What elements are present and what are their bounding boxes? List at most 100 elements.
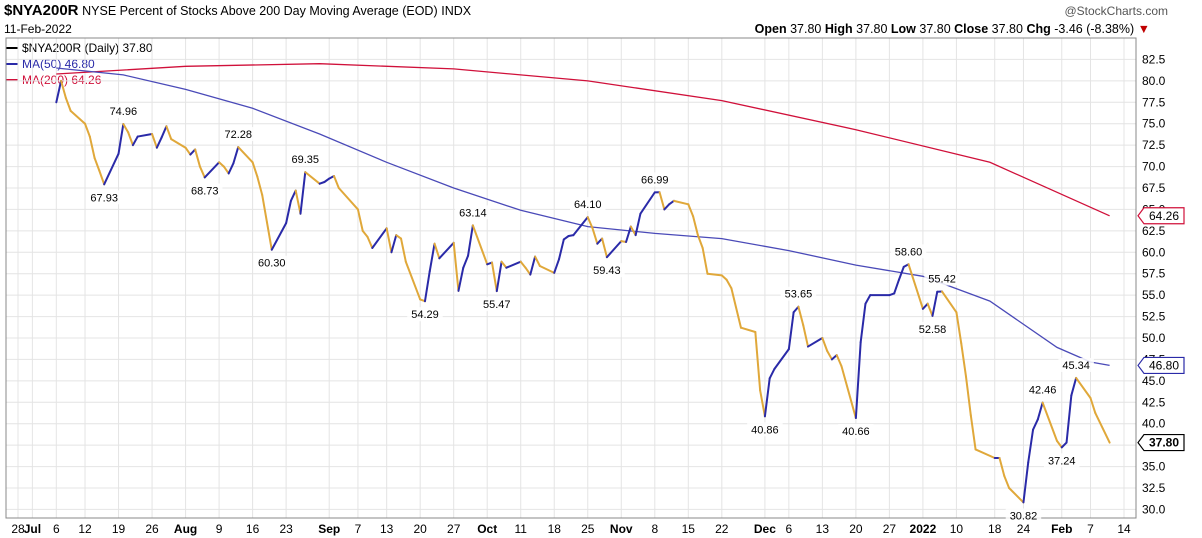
- price-segment: [572, 216, 589, 237]
- legend-swatch: [6, 63, 18, 65]
- price-segment: [491, 261, 498, 293]
- price-segment: [136, 133, 154, 138]
- credit-label: @StockCharts.com: [1064, 4, 1168, 18]
- price-segment: [921, 302, 929, 310]
- x-tick-label: 25: [581, 522, 595, 536]
- price-segment: [428, 242, 436, 273]
- x-tick-label: 11: [514, 522, 527, 536]
- legend-swatch: [6, 79, 18, 81]
- price-segment: [103, 152, 120, 186]
- y-tick-label: 52.5: [1142, 310, 1166, 324]
- price-segment: [897, 265, 905, 281]
- chart-header: $NYA200R NYSE Percent of Stocks Above 20…: [4, 2, 471, 19]
- price-segment: [941, 290, 958, 314]
- data-label-bg: [1005, 508, 1042, 523]
- price-segment: [1065, 394, 1073, 444]
- price-tag: [1137, 207, 1185, 225]
- price-segment: [390, 234, 398, 254]
- price-segment: [763, 377, 771, 418]
- x-tick-label: Feb: [1051, 522, 1072, 536]
- low-label: Low: [890, 22, 916, 36]
- exchange-label: INDX: [441, 4, 472, 18]
- price-segment: [1022, 461, 1030, 504]
- price-segment: [467, 224, 474, 257]
- x-tick-label: Nov: [610, 522, 633, 536]
- chg-label: Chg: [1026, 22, 1051, 36]
- price-segment: [1036, 401, 1044, 421]
- price-segment: [591, 227, 599, 245]
- price-segment: [1070, 376, 1078, 397]
- data-label: 69.35: [292, 154, 320, 166]
- price-segment: [830, 354, 838, 361]
- down-arrow-icon: ▼: [1137, 22, 1150, 36]
- y-tick-label: 55.0: [1142, 288, 1166, 302]
- x-tick-label: 6: [53, 522, 60, 536]
- price-segment: [270, 222, 288, 251]
- x-tick-label: Sep: [318, 522, 340, 536]
- price-segment: [840, 365, 857, 420]
- price-segment: [232, 146, 240, 165]
- data-label-bg: [924, 271, 960, 286]
- price-segment: [165, 125, 173, 141]
- high-value: 37.80: [856, 22, 888, 36]
- data-label-bg: [1044, 453, 1080, 468]
- price-segment: [122, 123, 130, 134]
- price-segment: [69, 109, 87, 125]
- data-label-bg: [838, 424, 874, 439]
- price-segment: [998, 457, 1006, 477]
- chg-value: -3.46 (-8.38%): [1054, 22, 1135, 36]
- data-label: 52.58: [919, 324, 947, 336]
- price-segment: [505, 260, 522, 269]
- y-tick-label: 40.0: [1142, 417, 1166, 431]
- price-segment: [98, 169, 106, 186]
- x-tick-label: 14: [1117, 522, 1131, 536]
- price-segment: [974, 448, 996, 459]
- x-tick-label: Dec: [754, 522, 776, 536]
- price-segment: [237, 146, 254, 164]
- price-segment: [457, 266, 465, 292]
- price-segment: [1094, 411, 1111, 444]
- price-segment: [1075, 376, 1092, 399]
- price-segment: [797, 305, 805, 327]
- price-segment: [1041, 401, 1058, 442]
- price-segment: [155, 136, 163, 149]
- description-label: NYSE Percent of Stocks Above 200 Day Mov…: [82, 4, 438, 18]
- data-label: 40.66: [842, 426, 870, 438]
- price-segment: [356, 208, 364, 232]
- x-tick-label: 19: [112, 522, 126, 536]
- price-segment: [256, 175, 264, 196]
- symbol-label: $NYA200R: [4, 2, 79, 19]
- data-label: 45.34: [1062, 360, 1090, 372]
- price-segment: [333, 175, 340, 189]
- data-label: 72.28: [224, 129, 252, 141]
- price-segment: [558, 238, 565, 261]
- price-segment: [361, 229, 369, 238]
- series-line-ma200: [56, 63, 1110, 217]
- data-label-bg: [890, 244, 927, 259]
- price-segment: [60, 79, 67, 99]
- price-segment: [725, 278, 733, 290]
- data-label: 55.47: [483, 299, 511, 311]
- price-segment: [534, 255, 541, 267]
- date-label: 11-Feb-2022: [4, 22, 72, 36]
- price-segment: [471, 224, 489, 266]
- data-label: 60.30: [258, 258, 286, 270]
- x-tick-label: 13: [380, 522, 394, 536]
- y-tick-label: 32.5: [1142, 481, 1166, 495]
- price-segment: [131, 135, 139, 147]
- y-tick-label: 42.5: [1142, 395, 1166, 409]
- price-segment: [400, 237, 407, 263]
- data-label: 64.10: [574, 199, 602, 211]
- price-segment: [754, 331, 762, 392]
- price-segment: [969, 414, 977, 451]
- price-segment: [423, 270, 431, 303]
- price-segment: [634, 212, 642, 237]
- price-segment: [706, 272, 723, 277]
- price-tag-label: 46.80: [1149, 358, 1179, 372]
- data-label-bg: [1024, 382, 1061, 397]
- x-tick-label: 2022: [910, 522, 937, 536]
- price-tag: [1137, 356, 1185, 375]
- price-segment: [462, 254, 470, 269]
- x-tick-label: 27: [447, 522, 461, 536]
- price-segment: [519, 260, 527, 269]
